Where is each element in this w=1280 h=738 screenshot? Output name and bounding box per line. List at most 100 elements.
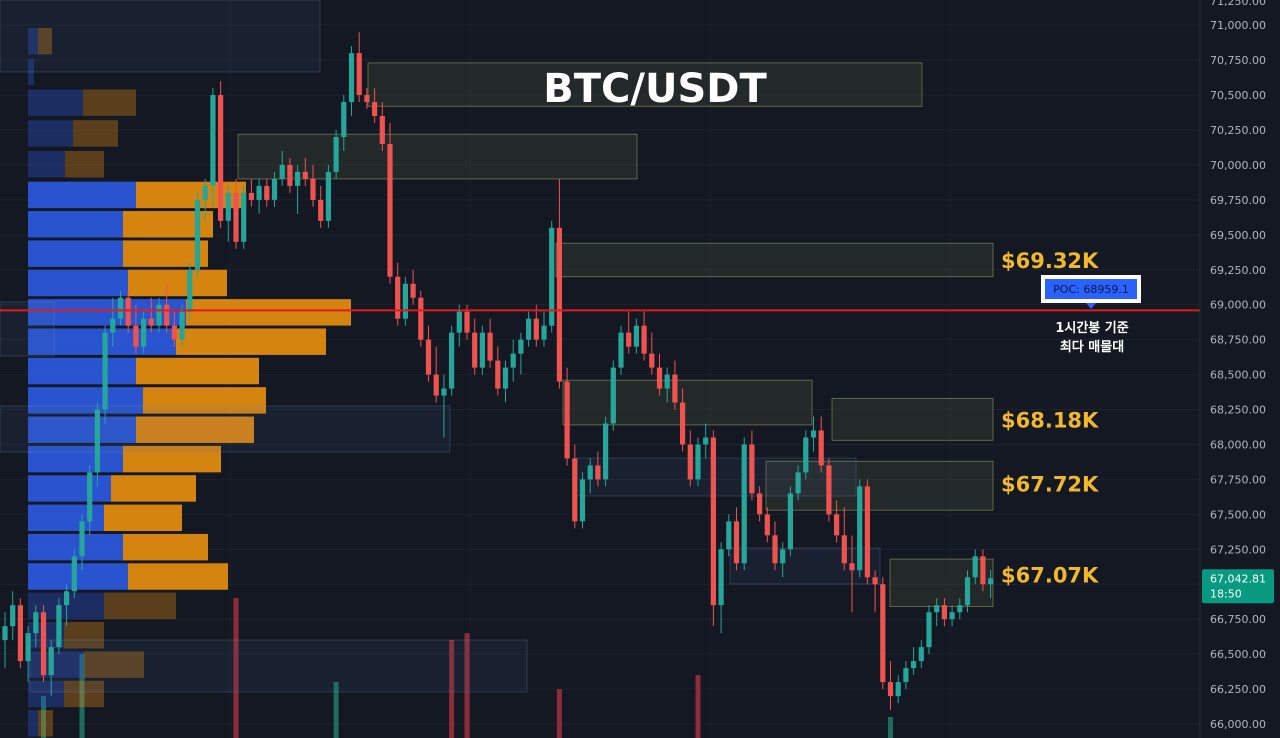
candle-body bbox=[287, 164, 293, 186]
candlesticks bbox=[2, 32, 994, 711]
vp-buy-bar bbox=[28, 445, 123, 473]
candle-body bbox=[387, 143, 393, 277]
candle-body bbox=[541, 325, 547, 340]
vp-buy-bar bbox=[28, 475, 111, 502]
candle-body bbox=[633, 325, 639, 347]
chart-title: BTC/USDT bbox=[543, 66, 767, 112]
candle-body bbox=[579, 479, 586, 522]
vp-sell-bar bbox=[128, 269, 227, 297]
zone-68-2k bbox=[831, 397, 994, 441]
vp-buy-bar bbox=[28, 651, 84, 678]
candle-body bbox=[957, 605, 963, 613]
price-tick-top-partial: 71,250.00 bbox=[1210, 0, 1266, 8]
candle-body bbox=[964, 577, 971, 606]
candle-body bbox=[356, 53, 362, 96]
candle-body bbox=[834, 514, 840, 536]
candle-body bbox=[148, 318, 154, 326]
candle-body bbox=[595, 465, 601, 480]
candle-body bbox=[587, 465, 593, 480]
current-price-tag-bg bbox=[1202, 569, 1274, 604]
candle-body bbox=[40, 612, 47, 676]
price-tick-label: 67,750.00 bbox=[1210, 473, 1266, 486]
candle-body bbox=[218, 95, 224, 221]
candle-body bbox=[87, 472, 93, 522]
price-tick-label: 66,250.00 bbox=[1210, 683, 1266, 696]
candle-body bbox=[302, 171, 308, 179]
candle-body bbox=[171, 325, 177, 340]
price-tick-label: 68,750.00 bbox=[1210, 334, 1266, 347]
candle-body bbox=[949, 612, 955, 620]
candle-body bbox=[741, 444, 747, 564]
candle-body bbox=[225, 192, 231, 221]
price-tick-label: 69,500.00 bbox=[1210, 229, 1266, 242]
current-price-tag: 67,042.81 18:50 bbox=[1202, 569, 1274, 604]
price-ticks: 71,000.00 70,750.00 70,500.00 70,250.00 70,0… bbox=[1210, 19, 1266, 731]
candle-body bbox=[664, 374, 670, 389]
candle-body bbox=[810, 430, 817, 438]
candle-body bbox=[872, 577, 878, 585]
price-tick-label: 69,750.00 bbox=[1210, 194, 1266, 207]
highlight-box bbox=[29, 639, 528, 693]
candle-body bbox=[48, 647, 54, 676]
price-axis-background bbox=[1200, 0, 1280, 738]
candle-body bbox=[456, 311, 462, 333]
vp-buy-bar bbox=[28, 533, 123, 561]
price-tick-label: 66,000.00 bbox=[1210, 718, 1266, 731]
price-tick-label: 66,500.00 bbox=[1210, 648, 1266, 661]
volume-bar bbox=[449, 640, 455, 738]
price-tick-label: 70,500.00 bbox=[1210, 89, 1266, 102]
vp-buy-bar bbox=[28, 27, 38, 55]
candle-body bbox=[626, 332, 632, 347]
candle-body bbox=[618, 332, 624, 368]
price-tick-label: 70,750.00 bbox=[1210, 54, 1266, 67]
zone-69-3k bbox=[555, 242, 994, 278]
candle-body bbox=[510, 353, 516, 368]
vp-sell-bar bbox=[123, 445, 221, 473]
candle-body bbox=[649, 353, 655, 368]
candle-body bbox=[880, 584, 886, 683]
candle-body bbox=[849, 563, 855, 571]
candle-body bbox=[372, 102, 378, 117]
poc-badge-fill bbox=[1045, 279, 1137, 299]
zone-68-4k bbox=[562, 379, 813, 426]
vp-sell-bar bbox=[38, 710, 53, 737]
price-tick-label: 69,000.00 bbox=[1210, 299, 1266, 312]
volume-bar bbox=[79, 654, 85, 738]
candle-body bbox=[10, 605, 16, 627]
candle-body bbox=[857, 486, 863, 571]
vp-buy-bar bbox=[28, 240, 123, 267]
vp-buy-bar bbox=[28, 387, 143, 414]
price-tick-label: 70,000.00 bbox=[1210, 159, 1266, 172]
price-tick-label: 68,250.00 bbox=[1210, 404, 1266, 417]
price-axis[interactable]: 71,250.00 71,000.00 70,750.00 70,500.00 70,… bbox=[1199, 0, 1280, 738]
candle-body bbox=[248, 192, 254, 200]
vp-sell-bar bbox=[136, 416, 254, 443]
candle-body bbox=[988, 578, 994, 585]
poc-pointer bbox=[1086, 303, 1096, 309]
vp-sell-bar bbox=[143, 387, 266, 414]
highlight-box bbox=[729, 547, 881, 585]
vp-sell-bar bbox=[64, 621, 104, 649]
candle-body bbox=[71, 556, 77, 592]
vp-sell-bar bbox=[104, 504, 182, 532]
candle-body bbox=[972, 556, 978, 578]
candle-body bbox=[410, 283, 416, 298]
vp-buy-bar bbox=[28, 181, 136, 209]
vp-buy-bar bbox=[28, 504, 104, 532]
candle-body bbox=[295, 171, 301, 186]
candle-body bbox=[56, 605, 62, 648]
poc-note-line-2: 최다 매물대 bbox=[1060, 339, 1124, 355]
candle-body bbox=[472, 332, 478, 368]
vp-buy-bar bbox=[28, 710, 38, 737]
candle-body bbox=[64, 591, 70, 606]
candle-body bbox=[603, 423, 609, 480]
candle-body bbox=[425, 339, 432, 375]
zone-70-6k bbox=[367, 62, 923, 107]
candle-body bbox=[864, 486, 870, 578]
candle-body bbox=[841, 535, 847, 564]
candle-body bbox=[156, 304, 162, 326]
candle-body bbox=[449, 332, 455, 389]
candle-body bbox=[179, 311, 185, 340]
candle-body bbox=[903, 668, 909, 683]
